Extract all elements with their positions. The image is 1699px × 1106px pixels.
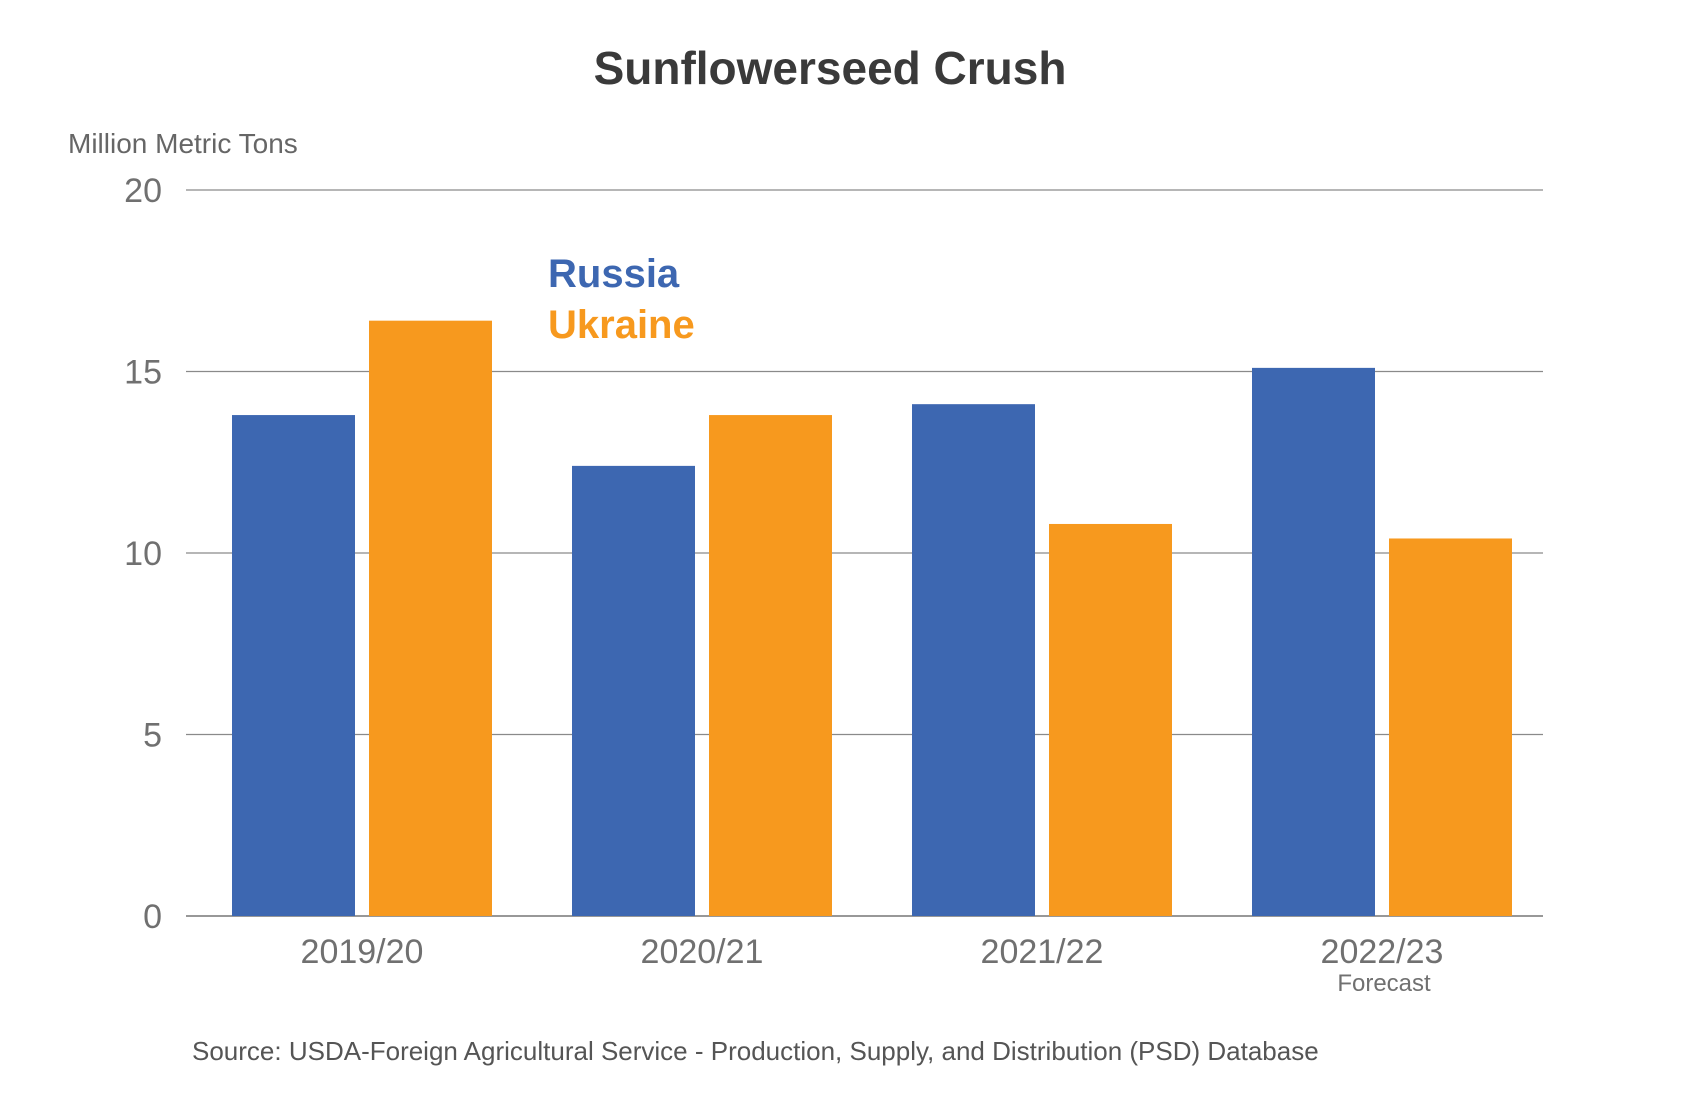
y-axis-unit-label: Million Metric Tons xyxy=(68,128,298,159)
legend-entry-ukraine: Ukraine xyxy=(548,303,695,347)
legend: Russia Ukraine xyxy=(548,252,695,347)
y-tick-label: 5 xyxy=(143,717,162,755)
bar-russia-2020-21 xyxy=(572,465,695,916)
x-category-label: 2021/22 xyxy=(981,933,1104,971)
bars xyxy=(232,320,1512,916)
x-category-label: 2022/23 xyxy=(1321,933,1444,971)
x-category-note: Forecast xyxy=(1337,970,1431,997)
x-category-label: 2019/20 xyxy=(301,933,424,971)
y-tick-label: 0 xyxy=(143,898,162,936)
bar-ukraine-2019-20 xyxy=(369,320,492,916)
bar-russia-2021-22 xyxy=(912,404,1035,916)
y-tick-label: 10 xyxy=(124,535,162,573)
y-tick-label: 20 xyxy=(124,172,162,210)
bar-ukraine-2020-21 xyxy=(709,415,832,916)
bar-russia-2022-23 xyxy=(1252,367,1375,916)
source-note: Source: USDA-Foreign Agricultural Servic… xyxy=(192,1036,1319,1066)
bar-russia-2019-20 xyxy=(232,415,355,916)
bar-ukraine-2022-23 xyxy=(1389,538,1512,916)
chart-title: Sunflowerseed Crush xyxy=(594,42,1067,94)
x-category-label: 2020/21 xyxy=(641,933,764,971)
y-axis-ticks: 0 5 10 15 20 xyxy=(124,172,162,936)
bar-ukraine-2021-22 xyxy=(1049,523,1172,916)
legend-entry-russia: Russia xyxy=(548,252,680,296)
y-tick-label: 15 xyxy=(124,354,162,392)
